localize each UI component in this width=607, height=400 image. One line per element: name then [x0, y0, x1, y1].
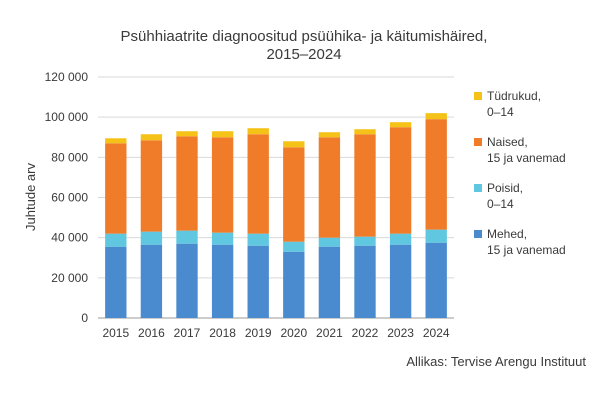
bar-segment-2021-s1 [318, 237, 341, 247]
x-tick-label: 2016 [138, 326, 165, 340]
bar-segment-2017-s1 [176, 230, 198, 244]
bar-segment-2021-s2 [318, 137, 341, 238]
y-tick-label: 0 [81, 311, 88, 325]
bar-segment-2022-s1 [354, 236, 376, 246]
y-tick-label: 80 000 [51, 150, 88, 164]
legend-label: 15 ja vanemad [487, 151, 566, 165]
bar-segment-2016-s3 [140, 134, 163, 141]
x-tick-label: 2017 [174, 326, 201, 340]
bar-segment-2020-s2 [283, 147, 305, 242]
bar-segment-2019-s3 [247, 128, 269, 135]
y-tick-labels: 0 20 000 40 000 60 000 80 000 100 000 120 000 [45, 70, 89, 325]
legend-swatch [474, 230, 482, 238]
y-tick-label: 100 000 [45, 110, 89, 124]
y-tick-label: 120 000 [45, 70, 89, 84]
bar-segment-2024-s1 [425, 229, 447, 243]
legend-label: Mehed, [487, 227, 527, 241]
legend-swatch [474, 92, 482, 100]
x-tick-label: 2024 [423, 326, 450, 340]
legend-label: Poisid, [487, 181, 523, 195]
bar-segment-2022-s2 [354, 134, 376, 237]
source-note: Allikas: Tervise Arengu Instituut [406, 354, 586, 369]
bar-segment-2024-s2 [425, 119, 447, 230]
bar-segment-2018-s3 [211, 131, 234, 138]
x-tick-label: 2023 [387, 326, 414, 340]
legend-label: Tüdrukud, [487, 89, 541, 103]
y-tick-label: 40 000 [51, 231, 88, 245]
bar-segment-2015-s0 [105, 246, 127, 318]
bar-segment-2023-s0 [389, 244, 412, 318]
bar-segment-2016-s0 [140, 244, 163, 318]
bar-segment-2022-s0 [354, 245, 376, 318]
x-tick-label: 2018 [209, 326, 236, 340]
bar-segment-2020-s1 [283, 241, 305, 252]
bar-segment-2018-s0 [211, 244, 234, 318]
chart-title-line2: 2015–2024 [266, 46, 341, 63]
bar-segment-2016-s1 [140, 231, 163, 245]
legend-swatch [474, 138, 482, 146]
legend-swatch [474, 184, 482, 192]
legend-label: Naised, [487, 135, 528, 149]
x-tick-label: 2021 [316, 326, 343, 340]
bar-segment-2020-s0 [283, 251, 305, 318]
bar-segment-2024-s3 [425, 113, 447, 120]
bar-segment-2021-s3 [318, 132, 341, 138]
legend-label: 0–14 [487, 105, 514, 119]
x-tick-label: 2022 [352, 326, 379, 340]
bar-segment-2023-s3 [389, 122, 412, 128]
bar-segment-2015-s1 [105, 233, 127, 247]
bar-segment-2019-s2 [247, 134, 269, 234]
chart-title-line1: Psühhiaatrite diagnoositud psüühika- ja … [121, 28, 488, 45]
legend-label: 0–14 [487, 197, 514, 211]
bar-segment-2023-s1 [389, 233, 412, 245]
y-tick-label: 20 000 [51, 271, 88, 285]
bar-segment-2015-s3 [105, 138, 127, 144]
bar-segment-2019-s1 [247, 233, 269, 246]
bar-segment-2017-s2 [176, 136, 198, 231]
y-tick-label: 60 000 [51, 191, 88, 205]
bar-segment-2020-s3 [283, 141, 305, 148]
bar-segment-2017-s3 [176, 131, 198, 137]
bar-segment-2021-s0 [318, 246, 341, 318]
y-axis-label: Juhtude arv [23, 163, 38, 231]
bar-segment-2022-s3 [354, 129, 376, 135]
legend-label: 15 ja vanemad [487, 243, 566, 257]
bar-segment-2018-s2 [211, 137, 234, 233]
x-tick-label: 2020 [280, 326, 307, 340]
bar-segment-2019-s0 [247, 245, 269, 318]
bar-segment-2017-s0 [176, 243, 198, 318]
bar-segment-2015-s2 [105, 143, 127, 234]
bar-segment-2024-s0 [425, 242, 447, 318]
bars [105, 113, 447, 318]
bar-segment-2016-s2 [140, 140, 163, 232]
legend: Tüdrukud, 0–14 Naised, 15 ja vanemad Poisid,… [474, 89, 566, 257]
bar-segment-2023-s2 [389, 127, 412, 234]
bar-segment-2018-s1 [211, 232, 234, 245]
x-tick-labels: 2015 2016 2017 2018 2019 2020 2021 2022 2023 2024 [102, 326, 449, 340]
x-tick-label: 2015 [102, 326, 129, 340]
x-tick-label: 2019 [245, 326, 272, 340]
